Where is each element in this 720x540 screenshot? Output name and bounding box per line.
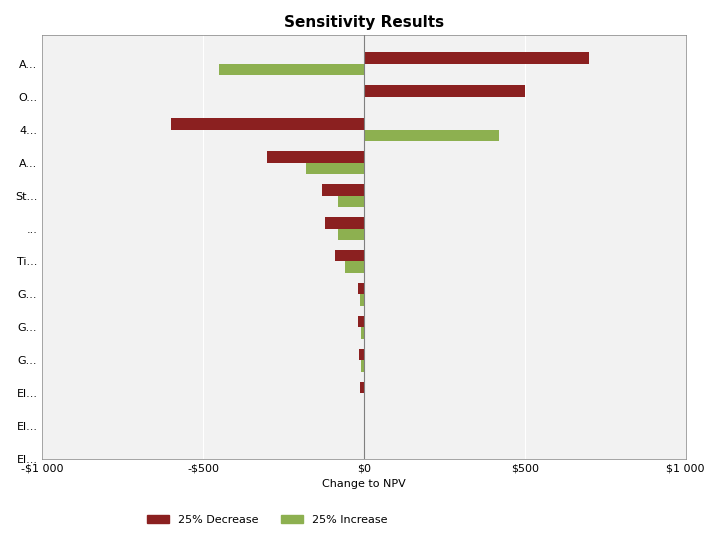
Bar — [364, 130, 499, 141]
Bar — [361, 360, 364, 372]
Legend: 25% Decrease, 25% Increase: 25% Decrease, 25% Increase — [143, 511, 392, 530]
Bar — [322, 184, 364, 195]
Bar — [219, 64, 364, 76]
Bar — [364, 85, 525, 97]
Bar — [360, 294, 364, 306]
Bar — [345, 261, 364, 273]
Bar — [171, 118, 364, 130]
Bar — [358, 283, 364, 294]
X-axis label: Change to NPV: Change to NPV — [322, 480, 406, 489]
Bar — [364, 52, 589, 64]
Bar — [325, 217, 364, 228]
Bar — [335, 250, 364, 261]
Bar — [359, 349, 364, 360]
Bar — [338, 228, 364, 240]
Bar — [306, 163, 364, 174]
Bar — [361, 327, 364, 339]
Title: Sensitivity Results: Sensitivity Results — [284, 15, 444, 30]
Bar — [267, 151, 364, 163]
Bar — [338, 195, 364, 207]
Bar — [358, 316, 364, 327]
Bar — [360, 382, 364, 393]
